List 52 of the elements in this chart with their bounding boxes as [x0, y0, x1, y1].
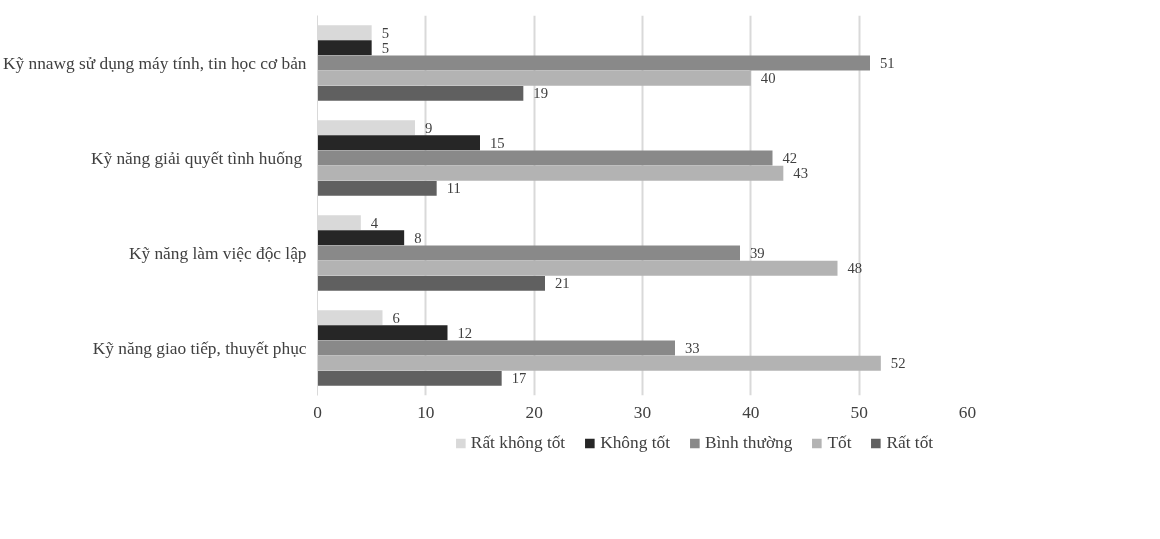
x-tick-label: 50 [850, 402, 868, 422]
x-tick-label: 10 [417, 402, 435, 422]
data-label: 40 [760, 70, 776, 87]
bar [317, 55, 870, 71]
legend-label: Rất không tốt [470, 432, 566, 453]
y-tick-label: Kỹ năng giao tiếp, thuyết phục [92, 338, 307, 358]
data-label: 5 [381, 24, 389, 41]
data-label: 21 [555, 275, 570, 292]
data-label: 43 [793, 165, 808, 182]
bar [317, 150, 773, 166]
legend-label: Bình thường [704, 432, 793, 453]
data-label: 19 [533, 85, 548, 102]
bar [317, 325, 448, 341]
bar [317, 230, 405, 246]
data-label: 5 [381, 39, 389, 56]
legend-label: Không tốt [600, 432, 670, 453]
x-tick-label: 0 [313, 402, 322, 422]
data-label: 51 [880, 55, 895, 71]
bar [317, 180, 437, 196]
data-label: 17 [511, 370, 527, 387]
x-tick-label: 20 [525, 402, 543, 422]
bar [317, 165, 784, 181]
x-tick-label: 30 [633, 402, 652, 422]
bar [317, 340, 675, 356]
data-label: 11 [446, 180, 461, 197]
legend-label: Rất tốt [886, 432, 934, 453]
bar [317, 70, 751, 86]
data-label: 52 [890, 355, 906, 372]
bar [317, 260, 838, 276]
bar [317, 355, 881, 371]
data-label: 8 [414, 229, 422, 246]
bar [317, 135, 480, 151]
bar [317, 370, 502, 386]
x-tick-label: 60 [958, 402, 977, 422]
bar [317, 245, 740, 261]
bar [317, 275, 545, 291]
y-tick-label: Kỹ năng làm việc độc lập [128, 243, 307, 263]
data-label: 48 [847, 260, 863, 277]
data-label: 42 [782, 150, 798, 166]
data-label: 6 [392, 309, 400, 326]
legend-label: Tốt [827, 432, 852, 453]
x-tick-label: 40 [742, 402, 760, 422]
data-label: 4 [370, 214, 379, 231]
y-tick-label: Kỹ năng giải quyết tình huống [90, 148, 303, 168]
data-label: 39 [750, 245, 765, 261]
y-tick-label: Kỹ nnawg sử dụng máy tính, tin học cơ bản [3, 53, 307, 73]
data-label: 9 [425, 119, 433, 136]
data-label: 33 [685, 340, 700, 356]
data-label: 15 [490, 134, 505, 151]
data-label: 12 [457, 324, 473, 341]
bar [317, 85, 524, 101]
bar [317, 40, 372, 56]
